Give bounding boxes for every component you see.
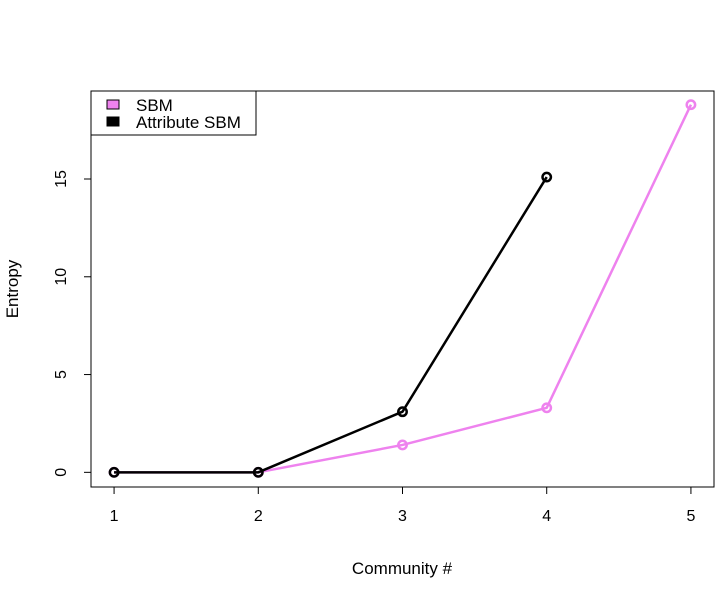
data-point — [252, 466, 264, 478]
x-tick-label: 4 — [542, 508, 551, 525]
legend-label: Attribute SBM — [136, 113, 241, 132]
y-tick-label: 15 — [53, 170, 70, 188]
y-tick-label: 0 — [53, 468, 70, 477]
plot-frame — [90, 90, 715, 488]
x-tick-label: 3 — [398, 508, 407, 525]
y-tick-label: 5 — [53, 370, 70, 379]
data-point — [397, 439, 408, 451]
data-point — [108, 466, 120, 478]
data-point — [397, 406, 408, 418]
legend-label: SBM — [136, 96, 173, 115]
x-axis-title: Community # — [352, 559, 453, 578]
data-point — [685, 99, 697, 111]
x-axis: 1 2 3 4 5 — [110, 486, 695, 525]
legend-swatch — [106, 99, 120, 110]
x-tick-label: 1 — [110, 508, 119, 525]
series-line — [114, 176, 548, 474]
series-layer — [108, 99, 697, 478]
y-tick-label: 10 — [53, 268, 70, 286]
data-point — [541, 402, 553, 414]
legend-box — [90, 90, 257, 136]
data-point — [541, 171, 553, 183]
legend-swatch — [106, 116, 120, 127]
y-axis-title: Entropy — [3, 259, 22, 318]
x-tick-label: 5 — [686, 508, 695, 525]
x-tick-label: 2 — [254, 508, 263, 525]
series-line — [114, 104, 693, 474]
y-axis: 0 5 10 15 — [53, 170, 92, 477]
